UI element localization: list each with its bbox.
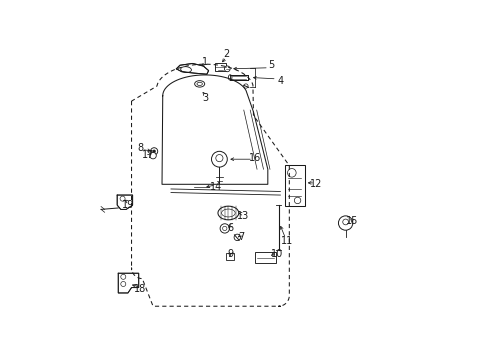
Polygon shape — [117, 195, 132, 210]
Bar — [255, 252, 276, 263]
Text: 7: 7 — [237, 232, 244, 242]
Text: 10: 10 — [270, 248, 283, 258]
Polygon shape — [176, 63, 208, 74]
Text: 2: 2 — [223, 49, 229, 59]
Ellipse shape — [218, 206, 238, 220]
Text: 8: 8 — [137, 143, 143, 153]
Circle shape — [150, 148, 158, 155]
Ellipse shape — [228, 75, 231, 80]
Circle shape — [234, 234, 240, 240]
Text: 5: 5 — [268, 60, 274, 70]
Text: 16: 16 — [248, 153, 261, 163]
Circle shape — [211, 151, 227, 167]
Text: 14: 14 — [209, 182, 222, 192]
Circle shape — [220, 224, 229, 233]
Text: 1: 1 — [202, 57, 208, 67]
Text: 12: 12 — [309, 179, 322, 189]
Text: 13: 13 — [236, 211, 248, 221]
Bar — [215, 63, 225, 71]
Text: 17: 17 — [141, 150, 154, 160]
Bar — [225, 253, 233, 260]
Text: 4: 4 — [277, 76, 283, 86]
Text: 19: 19 — [122, 200, 134, 210]
Text: 15: 15 — [345, 216, 358, 226]
Circle shape — [149, 152, 156, 159]
Text: 3: 3 — [202, 93, 208, 103]
Text: 9: 9 — [226, 248, 233, 258]
Circle shape — [152, 150, 155, 153]
Bar — [284, 165, 304, 206]
Text: 6: 6 — [226, 224, 233, 233]
Text: 18: 18 — [134, 284, 146, 294]
Polygon shape — [230, 75, 247, 80]
Ellipse shape — [194, 81, 204, 87]
Polygon shape — [118, 273, 139, 293]
Text: 11: 11 — [281, 236, 293, 246]
Circle shape — [224, 66, 230, 72]
Circle shape — [338, 216, 352, 230]
